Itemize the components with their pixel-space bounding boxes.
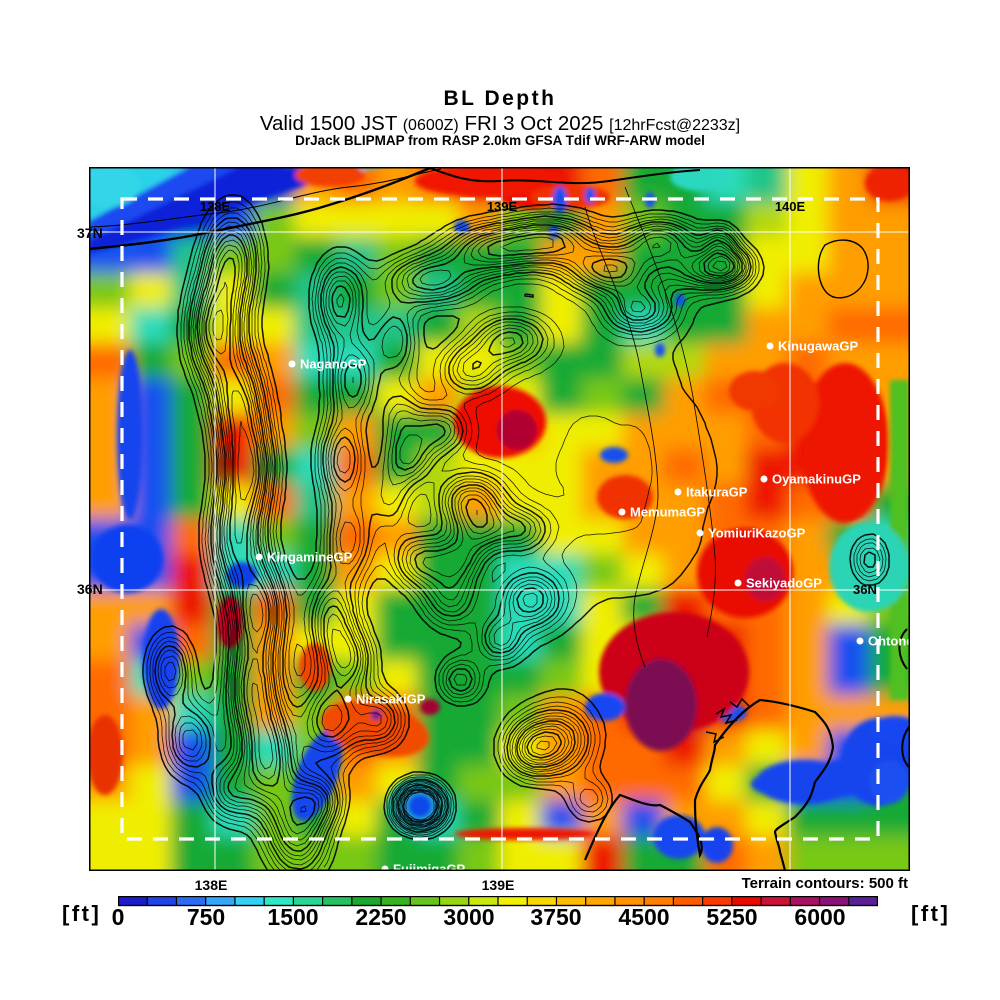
svg-text:SekiyadoGP: SekiyadoGP	[746, 576, 822, 591]
svg-text:138E: 138E	[200, 199, 231, 214]
svg-text:FujimigaGP: FujimigaGP	[393, 862, 466, 872]
svg-text:KinugawaGP: KinugawaGP	[778, 339, 859, 354]
svg-text:OhtoneGP: OhtoneGP	[868, 634, 910, 649]
svg-text:ItakuraGP: ItakuraGP	[686, 485, 748, 500]
svg-text:139E: 139E	[487, 199, 518, 214]
svg-text:140E: 140E	[775, 199, 806, 214]
svg-text:YomiuriKazoGP: YomiuriKazoGP	[708, 526, 806, 541]
svg-text:MemumaGP: MemumaGP	[630, 505, 705, 520]
svg-text:OyamakinuGP: OyamakinuGP	[772, 472, 861, 487]
svg-text:NirasakiGP: NirasakiGP	[356, 692, 426, 707]
svg-text:KingamineGP: KingamineGP	[267, 550, 353, 565]
svg-text:NaganoGP: NaganoGP	[300, 357, 367, 372]
svg-text:36N: 36N	[853, 582, 877, 597]
